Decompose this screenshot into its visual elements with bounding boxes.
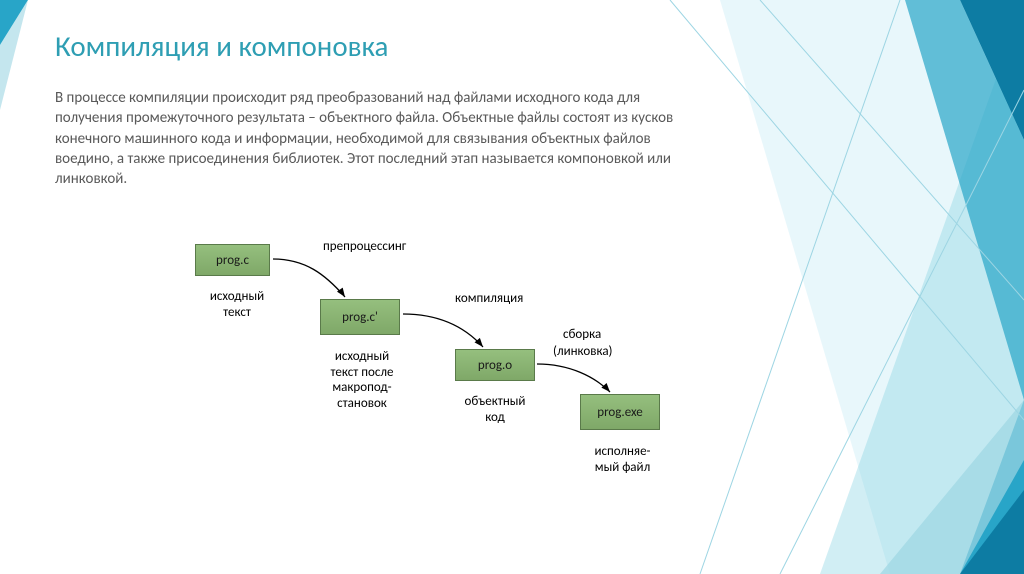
slide-body-text: В процессе компиляции происходит ряд пре… (55, 88, 695, 189)
compilation-flowchart: prog.cprog.c'prog.oprog.exeисходныйтекст… (155, 209, 775, 479)
slide-title: Компиляция и компоновка (55, 28, 969, 64)
flowchart-edges (155, 209, 775, 479)
